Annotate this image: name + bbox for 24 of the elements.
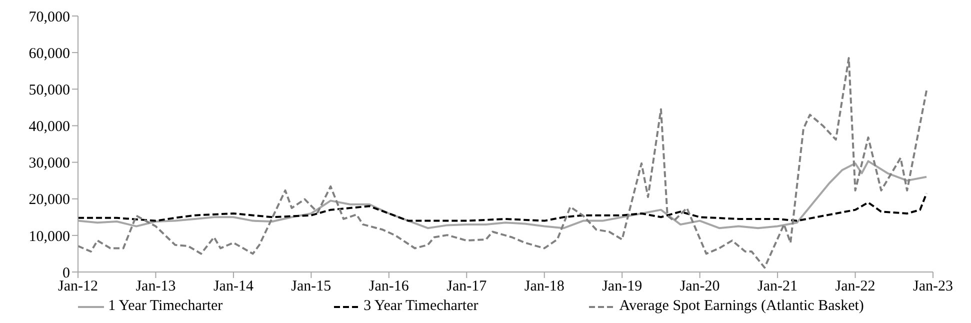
y-tick-label: 20,000 — [28, 192, 70, 208]
x-tick-label: Jan-23 — [913, 278, 953, 295]
y-tick-label: 10,000 — [28, 228, 70, 245]
y-tick-label: 60,000 — [28, 46, 70, 62]
x-tick-label: Jan-14 — [213, 278, 254, 295]
legend-label: 1 Year Timecharter — [108, 298, 223, 315]
legend-label: Average Spot Earnings (Atlantic Basket) — [619, 298, 864, 315]
y-tick-label: 0 — [62, 265, 70, 282]
x-tick-label: Jan-12 — [58, 278, 98, 295]
x-tick-label: Jan-16 — [368, 278, 410, 295]
y-tick-label: 40,000 — [28, 119, 70, 136]
x-tick-label: Jan-13 — [136, 278, 176, 295]
x-tick-label: Jan-18 — [524, 278, 564, 295]
y-tick-label: 30,000 — [28, 156, 70, 172]
legend-label: 3 Year Timecharter — [364, 298, 478, 315]
x-tick-label: Jan-19 — [602, 278, 642, 295]
x-tick-label: Jan-21 — [758, 278, 798, 295]
x-tick-label: Jan-15 — [291, 278, 332, 295]
y-tick-label: 70,000 — [28, 9, 70, 26]
x-tick-label: Jan-17 — [446, 278, 488, 295]
y-tick-label: 50,000 — [28, 82, 70, 98]
x-tick-label: Jan-20 — [680, 278, 720, 295]
line-series — [78, 57, 928, 269]
x-tick-label: Jan-22 — [835, 278, 876, 295]
